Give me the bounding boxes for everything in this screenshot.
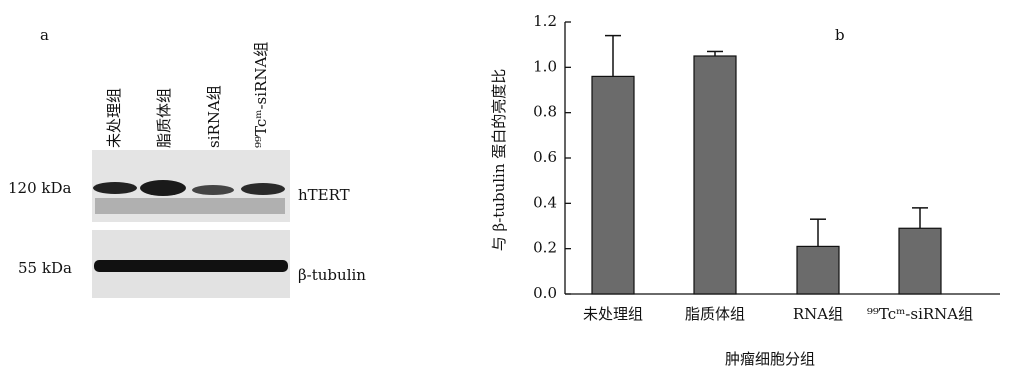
blot-hTERT [92, 150, 290, 222]
lane-label: siRNA组 [205, 85, 223, 148]
x-tick-label: 未处理组 [583, 305, 643, 323]
y-tick-label: 0.8 [533, 103, 557, 121]
y-tick-label: 0.0 [533, 284, 557, 302]
y-axis-label: 与 β-tubulin 蛋白的亮度比 [490, 69, 508, 251]
x-tick-label: 脂质体组 [685, 305, 745, 323]
lane-label: 未处理组 [105, 88, 123, 148]
y-tick-label: 1.0 [533, 57, 557, 75]
y-tick-label: 0.4 [533, 193, 557, 211]
blot-tubulin [92, 230, 290, 298]
x-tick-label: ⁹⁹Tcᵐ-siRNA组 [867, 305, 973, 323]
panel-label: a [40, 26, 49, 44]
figure: a 120 kDa 55 kDa hTERT β-tubulin b 肿瘤细胞分… [0, 0, 1025, 379]
marker-label: 120 kDa [8, 179, 72, 197]
x-axis-label: 肿瘤细胞分组 [725, 350, 815, 368]
x-tick-label: RNA组 [793, 305, 843, 323]
bar [899, 228, 941, 294]
y-tick-label: 1.2 [533, 12, 557, 30]
band-label: β-tubulin [298, 266, 366, 284]
lane-label: 脂质体组 [155, 88, 173, 148]
lane-label: ⁹⁹Tcᵐ-siRNA组 [252, 42, 270, 148]
marker-label: 55 kDa [18, 259, 72, 277]
bar [797, 246, 839, 294]
y-tick-label: 0.2 [533, 239, 557, 257]
y-tick-label: 0.6 [533, 148, 557, 166]
bar [592, 76, 634, 294]
band-label: hTERT [298, 186, 350, 204]
panel-label: b [835, 26, 845, 44]
bar [694, 56, 736, 294]
